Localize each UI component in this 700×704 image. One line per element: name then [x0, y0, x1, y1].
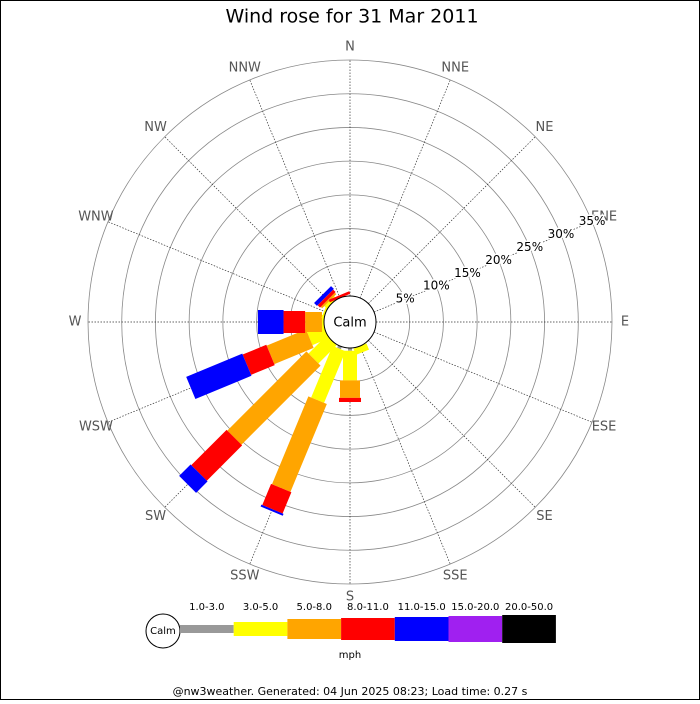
- direction-label: SW: [145, 509, 166, 524]
- rose-segment: [314, 286, 334, 306]
- direction-label: W: [69, 315, 82, 330]
- direction-label: ESE: [592, 420, 617, 435]
- legend-swatch: [394, 617, 449, 641]
- rose-segment: [260, 504, 284, 516]
- ring-label: 10%: [423, 279, 450, 293]
- direction-label: WNW: [78, 209, 114, 224]
- direction-label: SSW: [230, 569, 260, 584]
- legend-swatch: [233, 622, 288, 636]
- direction-label: NE: [535, 120, 553, 135]
- unit-label: mph: [339, 650, 361, 661]
- rose-segment: [283, 311, 306, 333]
- grid-ring: [87, 59, 613, 585]
- spoke: [368, 136, 536, 304]
- rose-segment: [257, 310, 284, 334]
- ring-label: 25%: [516, 240, 543, 254]
- rose-segment: [242, 344, 275, 375]
- legend-swatch: [287, 619, 342, 639]
- legend-label: 1.0-3.0: [189, 602, 224, 613]
- direction-label: ENE: [591, 209, 617, 224]
- rose-segment: [227, 351, 321, 445]
- legend-calm-label: Calm: [150, 626, 176, 637]
- rose-segment: [186, 353, 252, 400]
- direction-label: NNW: [229, 60, 261, 75]
- spoke: [373, 221, 593, 313]
- spoke: [359, 79, 451, 299]
- legend-label: 3.0-5.0: [243, 602, 278, 613]
- spoke: [107, 221, 327, 313]
- direction-label: SSE: [443, 569, 468, 584]
- footer: @nw3weather. Generated: 04 Jun 2025 08:2…: [173, 685, 528, 698]
- spoke: [359, 345, 451, 565]
- legend-label: 15.0-20.0: [451, 602, 499, 613]
- rose-segment: [328, 291, 351, 303]
- chart-title: Wind rose for 31 Mar 2011: [225, 6, 478, 28]
- rose-segment: [311, 345, 346, 403]
- ring-label: 35%: [579, 214, 606, 228]
- spoke: [164, 136, 332, 304]
- grid-ring: [188, 160, 512, 484]
- spoke: [249, 79, 341, 299]
- direction-label: E: [621, 315, 629, 330]
- legend-label: 8.0-11.0: [347, 602, 389, 613]
- rose-segment: [266, 329, 314, 365]
- rose-segment: [353, 343, 369, 355]
- calm-label: Calm: [333, 316, 366, 331]
- ring-label: 5%: [396, 292, 415, 306]
- spoke: [373, 331, 593, 423]
- direction-label: SE: [536, 509, 552, 524]
- rose-segment: [348, 348, 352, 351]
- rose-segment: [271, 396, 327, 492]
- rose-segment: [337, 345, 342, 350]
- direction-label: NNE: [441, 60, 469, 75]
- rose-segment: [321, 315, 324, 329]
- legend-swatch: [448, 616, 503, 642]
- direction-label: S: [346, 590, 354, 605]
- direction-label: N: [345, 40, 355, 55]
- calm-circle: [323, 295, 377, 349]
- rose-segment: [179, 464, 208, 493]
- rose-segment: [308, 335, 337, 364]
- rose-segment: [340, 380, 360, 398]
- spoke: [368, 340, 536, 508]
- rose-segment: [191, 429, 243, 481]
- rose-segment: [305, 312, 322, 332]
- rose-segment: [343, 350, 357, 381]
- rose-segment: [339, 397, 361, 402]
- legend-label: 11.0-15.0: [398, 602, 446, 613]
- legend-swatch: [341, 618, 395, 640]
- grid-ring: [222, 194, 478, 450]
- direction-label: NW: [144, 120, 167, 135]
- ring-label: 20%: [485, 253, 512, 267]
- direction-label: WSW: [79, 420, 113, 435]
- legend-label: 20.0-50.0: [505, 602, 553, 613]
- legend-swatch: [180, 625, 234, 633]
- rose-segment: [320, 292, 337, 309]
- legend-label: 5.0-8.0: [297, 602, 332, 613]
- rose-segment: [317, 289, 336, 308]
- ring-label: 15%: [454, 266, 481, 280]
- rose-segment: [262, 483, 292, 514]
- ring-label: 30%: [548, 227, 575, 241]
- legend-swatch: [502, 615, 556, 643]
